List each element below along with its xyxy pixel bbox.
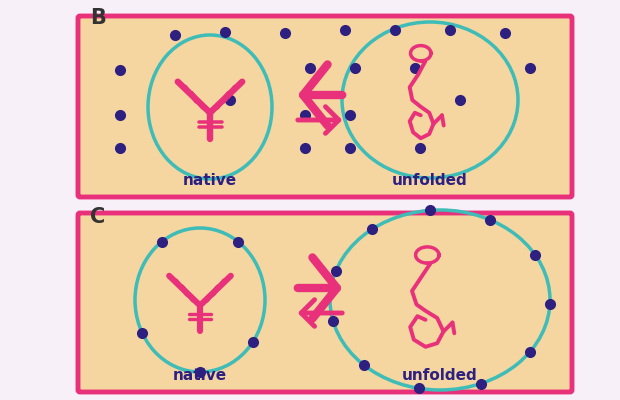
Text: C: C bbox=[90, 207, 105, 227]
FancyBboxPatch shape bbox=[78, 16, 572, 197]
Text: unfolded: unfolded bbox=[402, 368, 478, 383]
Text: unfolded: unfolded bbox=[392, 173, 468, 188]
Text: B: B bbox=[90, 8, 106, 28]
Text: native: native bbox=[183, 173, 237, 188]
FancyBboxPatch shape bbox=[78, 213, 572, 392]
Text: native: native bbox=[173, 368, 227, 383]
